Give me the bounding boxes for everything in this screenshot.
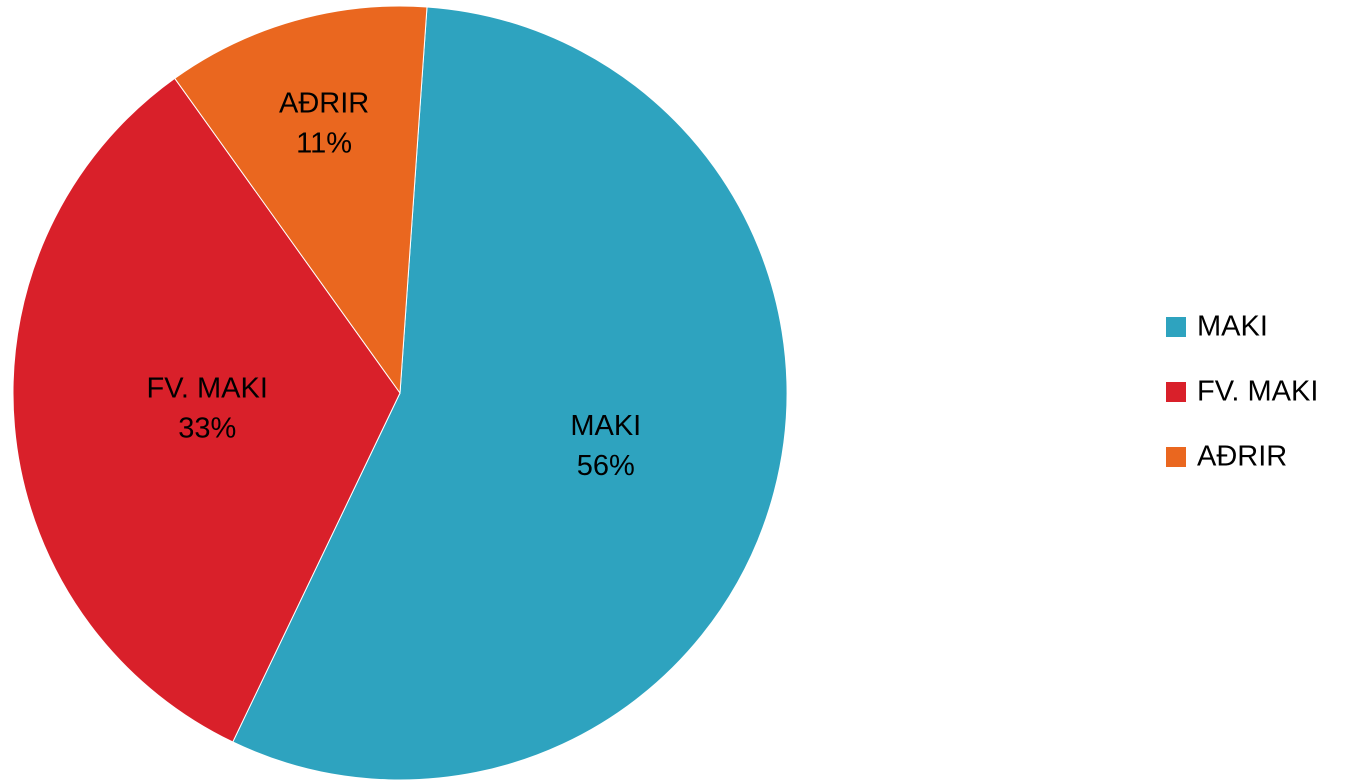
legend-swatch: [1166, 317, 1186, 337]
pie-slice: [12, 77, 401, 743]
slice-value-label: 33%: [178, 413, 236, 445]
legend-label: AÐRIR: [1197, 441, 1287, 473]
slice-label: AÐRIR: [279, 88, 369, 120]
slice-label: MAKI: [570, 410, 641, 442]
slice-label: FV. MAKI: [147, 373, 268, 405]
slice-value-label: 11%: [296, 128, 352, 160]
legend-label: MAKI: [1197, 311, 1268, 343]
legend-label: FV. MAKI: [1197, 376, 1318, 408]
legend-swatch: [1166, 447, 1186, 467]
legend-swatch: [1166, 382, 1186, 402]
pie-slice: [232, 6, 788, 780]
pie-slice: [174, 5, 428, 395]
slice-value-label: 56%: [577, 450, 635, 482]
